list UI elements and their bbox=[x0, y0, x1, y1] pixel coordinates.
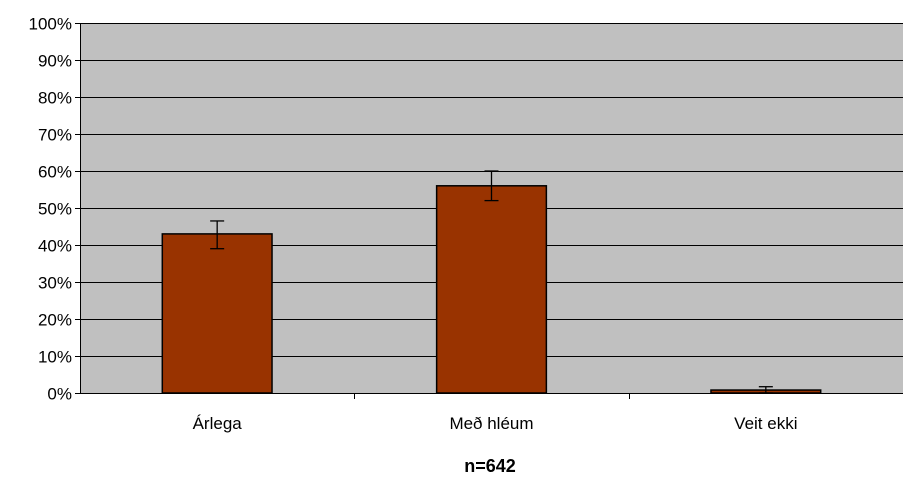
y-tick-label: 60% bbox=[38, 163, 72, 182]
y-tick-label: 80% bbox=[38, 89, 72, 108]
axes bbox=[80, 23, 903, 394]
y-tick-label: 30% bbox=[38, 274, 72, 293]
x-axis-label: n=642 bbox=[464, 456, 516, 476]
y-tick-label: 90% bbox=[38, 52, 72, 71]
y-tick-label: 40% bbox=[38, 237, 72, 256]
y-tick-label: 100% bbox=[29, 15, 72, 34]
y-tick-label: 70% bbox=[38, 126, 72, 145]
x-category-label: Með hléum bbox=[449, 414, 533, 433]
x-category-label: Árlega bbox=[193, 414, 243, 433]
y-tick-label: 50% bbox=[38, 200, 72, 219]
y-tick-label: 10% bbox=[38, 348, 72, 367]
y-axis-ticks: 0% 10% 20% 30% 40% 50% 60% 70% 80% 90% 100% bbox=[29, 15, 80, 404]
bar bbox=[435, 185, 548, 394]
y-tick-label: 20% bbox=[38, 311, 72, 330]
x-axis-categories: Árlega Með hléum Veit ekki bbox=[193, 393, 797, 433]
y-tick-label: 0% bbox=[47, 385, 72, 404]
bar bbox=[161, 233, 273, 394]
x-category-label: Veit ekki bbox=[734, 414, 797, 433]
error-bars bbox=[210, 170, 773, 394]
